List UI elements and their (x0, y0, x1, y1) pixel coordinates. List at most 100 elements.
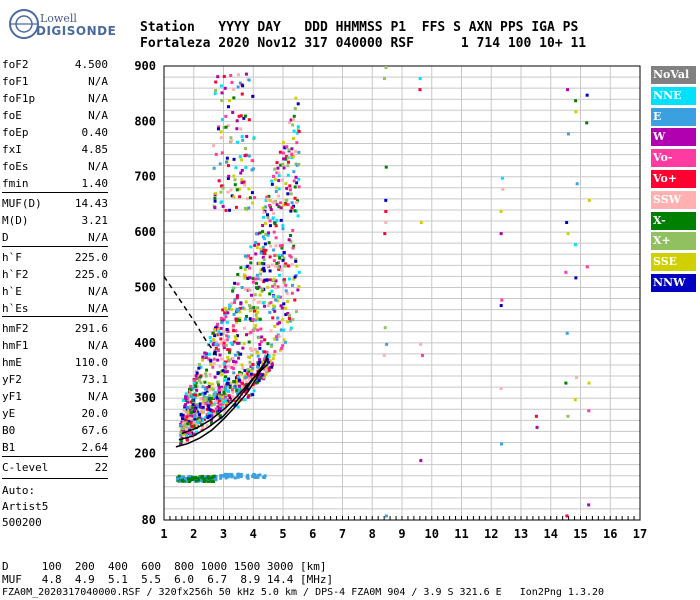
echo-point (198, 418, 202, 422)
echo-point (266, 304, 270, 308)
echo-point (212, 362, 216, 366)
echo-point (253, 293, 257, 297)
echo-point (297, 185, 301, 189)
echo-point (289, 326, 293, 330)
echo-point (263, 304, 267, 308)
echo-point (259, 251, 263, 255)
echo-point (292, 277, 296, 281)
echo-point (212, 338, 216, 342)
echo-point (251, 363, 255, 367)
echo-point (263, 474, 267, 478)
echo-point (212, 341, 216, 345)
echo-point (239, 266, 243, 270)
echo-point (214, 80, 218, 84)
echo-point (245, 314, 249, 318)
echo-point (194, 374, 198, 378)
echo-point (273, 324, 277, 328)
echo-point (220, 99, 224, 103)
echo-point (228, 384, 232, 388)
echo-point (268, 203, 272, 207)
echo-point (213, 196, 217, 200)
echo-point (235, 388, 239, 392)
echo-point (219, 326, 223, 330)
x-tick-label: 16 (603, 527, 617, 541)
echo-point (224, 367, 228, 371)
param-row: h`F2 225.0 (2, 268, 108, 282)
echo-point (186, 422, 190, 426)
param-name: yF1 (2, 390, 22, 403)
echo-point (232, 195, 236, 199)
echo-point (193, 477, 197, 481)
echo-point (213, 199, 217, 203)
echo-point (246, 276, 250, 280)
echo-point (383, 326, 387, 330)
echo-point (256, 354, 260, 358)
echo-point (179, 413, 183, 417)
echo-point (244, 317, 248, 321)
echo-point (244, 165, 248, 169)
echo-point (256, 328, 260, 332)
echo-point (238, 306, 242, 310)
echo-point (248, 288, 252, 292)
echo-point (286, 264, 290, 268)
echo-point (186, 400, 190, 404)
echo-point (292, 244, 296, 248)
echo-point (248, 360, 252, 364)
echo-point (207, 414, 211, 418)
echo-point (238, 155, 242, 159)
echo-point (268, 198, 272, 202)
echo-point (270, 361, 274, 365)
echo-point (239, 114, 243, 118)
echo-point (201, 475, 205, 479)
echo-point (214, 391, 218, 395)
echo-point (384, 198, 388, 202)
echo-point (277, 267, 281, 271)
param-row: MUF(D) 14.43 (2, 197, 108, 211)
echo-point (564, 381, 568, 385)
echo-point (287, 238, 291, 242)
echo-point (271, 284, 275, 288)
echo-point (223, 383, 227, 387)
echo-point (252, 389, 256, 393)
echo-point (251, 94, 255, 98)
echo-point (240, 168, 244, 172)
param-value: 225.0 (74, 268, 108, 281)
echo-point (226, 124, 230, 128)
echo-point (291, 283, 295, 287)
echo-point (587, 198, 591, 202)
echo-point (243, 369, 247, 373)
echo-point (189, 411, 193, 415)
echo-point (249, 245, 253, 249)
echo-point (262, 210, 266, 214)
echo-point (243, 276, 247, 280)
echo-point (246, 473, 250, 477)
echo-point (242, 273, 246, 277)
echo-point (227, 105, 231, 109)
echo-point (573, 243, 577, 247)
echo-point (201, 391, 205, 395)
echo-point (234, 360, 238, 364)
echo-point (223, 472, 227, 476)
echo-point (297, 177, 301, 181)
param-value: 20.0 (81, 407, 109, 420)
echo-point (236, 473, 240, 477)
echo-point (243, 398, 247, 402)
echo-point (248, 317, 252, 321)
echo-point (243, 183, 247, 187)
param-value: 22 (94, 461, 108, 474)
echo-point (181, 413, 185, 417)
param-row: h`E N/A (2, 285, 108, 299)
echo-point (219, 397, 223, 401)
echo-point (242, 383, 246, 387)
echo-point (214, 191, 218, 195)
echo-point (212, 394, 216, 398)
echo-point (212, 402, 216, 406)
echo-point (252, 136, 256, 140)
echo-point (215, 325, 219, 329)
echo-point (219, 474, 223, 478)
param-value: N/A (88, 75, 108, 88)
echo-point (231, 394, 235, 398)
echo-point (288, 319, 292, 323)
param-name: foEp (2, 126, 29, 139)
echo-point (261, 223, 265, 227)
